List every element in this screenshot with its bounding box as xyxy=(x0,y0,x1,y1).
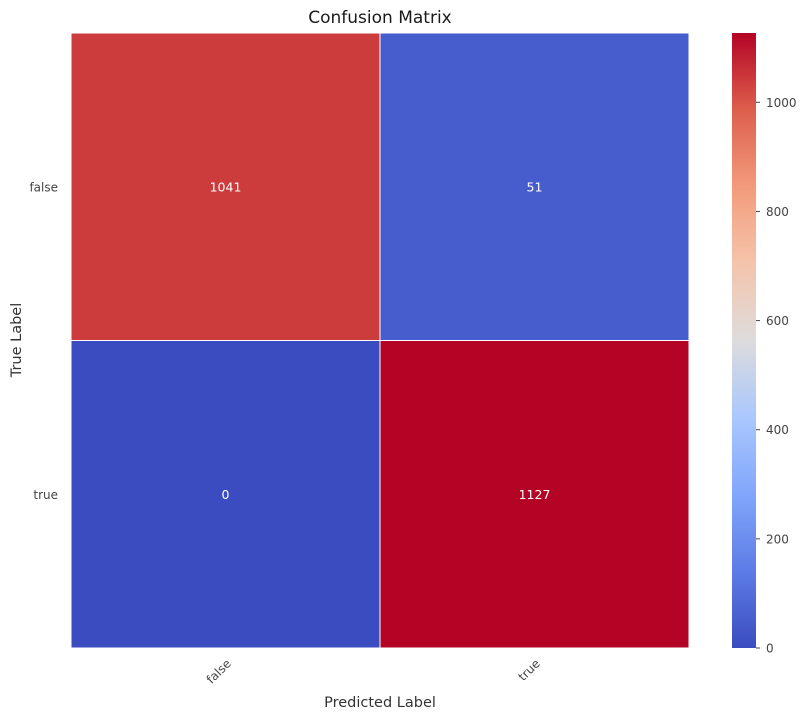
colorbar xyxy=(732,33,756,648)
heatmap-cell xyxy=(70,340,381,649)
heatmap-cell xyxy=(70,32,381,341)
heatmap-cell xyxy=(379,340,690,649)
colorbar-tick-label: 200 xyxy=(766,532,789,546)
x-axis-ticks: false true xyxy=(204,656,543,686)
y-tick-label: false xyxy=(29,180,58,194)
cell-value-label: 1041 xyxy=(210,179,242,194)
y-axis-label: True Label xyxy=(9,303,25,379)
colorbar-tick-label: 1000 xyxy=(766,96,797,110)
y-tick-label: true xyxy=(33,488,58,502)
y-axis-ticks: false true xyxy=(29,180,58,502)
x-axis-label: Predicted Label xyxy=(324,695,436,711)
colorbar-ticks: 0 200 400 600 800 1000 xyxy=(756,96,797,656)
colorbar-tick-label: 0 xyxy=(766,642,774,656)
x-tick-label: false xyxy=(204,656,234,686)
colorbar-tick-label: 400 xyxy=(766,423,789,437)
heatmap-cell xyxy=(379,32,690,341)
colorbar-tick-label: 600 xyxy=(766,314,789,328)
cell-value-label: 51 xyxy=(527,179,543,194)
cell-value-label: 1127 xyxy=(519,487,551,502)
colorbar-tick-label: 800 xyxy=(766,205,789,219)
x-tick-label: true xyxy=(516,656,543,683)
cell-value-label: 0 xyxy=(222,487,230,502)
heatmap-cell-labels: 1041 51 0 1127 xyxy=(210,179,551,502)
heatmap-cells xyxy=(70,32,690,649)
chart-title: Confusion Matrix xyxy=(308,8,452,28)
